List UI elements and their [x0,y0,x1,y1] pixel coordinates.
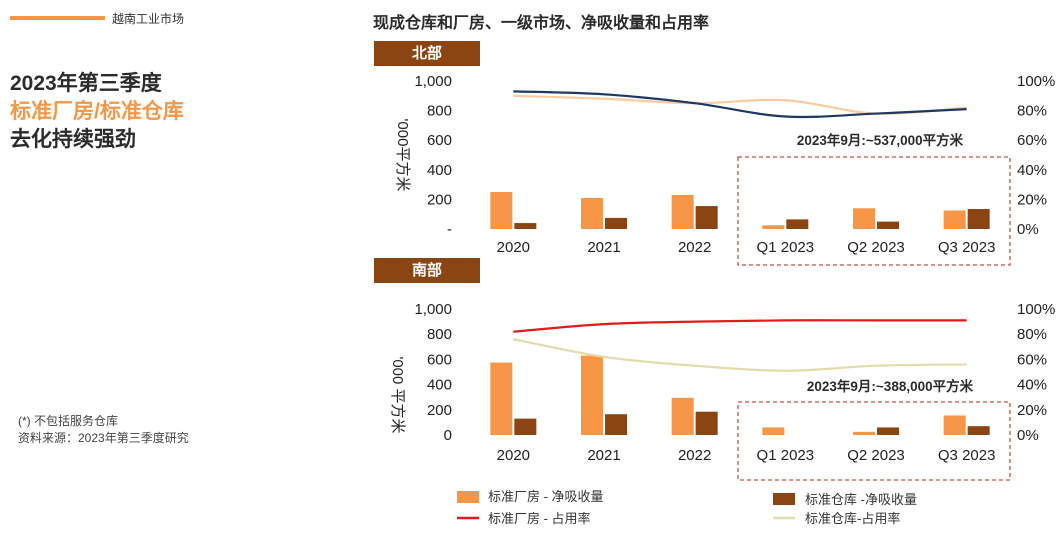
south-y2-tick-0: 0% [1017,427,1039,444]
south-x-tick-3: Q1 2023 [757,447,815,464]
north-y2-tick-3: 60% [1017,132,1047,149]
north-bar-warehouse-2 [695,206,718,229]
south-y2-tick-1: 20% [1017,402,1047,419]
south-annotation: 2023年9月:~388,000平方米 [807,378,974,394]
north-x-tick-1: 2021 [587,239,620,256]
south-bar-factory-5 [943,415,966,435]
north-x-tick-3: Q1 2023 [757,239,815,256]
south-bar-factory-3 [762,427,785,435]
north-y-tick-5: 1,000 [414,73,452,90]
south-x-tick-4: Q2 2023 [847,447,905,464]
north-x-tick-2: 2022 [678,239,711,256]
north-x-tick-5: Q3 2023 [938,239,996,256]
south-bar-warehouse-0 [514,418,537,435]
north-y-tick-1: 200 [427,191,452,208]
chart-title: 现成仓库和厂房、一级市场、净吸收量和占用率 [373,15,710,32]
south-y-tick-4: 800 [427,326,452,343]
north-bar-warehouse-1 [605,217,627,229]
headline: 2023年第三季度 标准厂房/标准仓库 去化持续强劲 [10,70,184,154]
south-y-tick-2: 400 [427,377,452,394]
legend-swatch-warehouse-bar [773,493,795,505]
north-bar-factory-5 [943,210,966,229]
south-bar-warehouse-5 [967,426,990,435]
south-bar-warehouse-2 [695,411,718,435]
north-line-warehouse-occupancy [513,90,967,119]
south-y-tick-1: 200 [427,402,452,419]
south-y2-tick-2: 40% [1017,377,1047,394]
south-highlight-box [737,401,1011,481]
headline-line2: 标准厂房/标准仓库 [10,100,184,123]
south-x-tick-0: 2020 [497,447,530,464]
south-y-tick-0: 0 [444,427,452,444]
footnote: (*) 不包括服务仓库 资料来源：2023年第三季度研究 [18,413,189,447]
south-y2-tick-5: 100% [1017,301,1055,318]
headline-line3: 去化持续强劲 [10,128,136,151]
legend-label-warehouse-line: 标准仓库-占用率 [805,511,900,526]
north-y2-tick-4: 80% [1017,103,1047,120]
north-bar-factory-2 [671,194,694,229]
south-y-tick-5: 1,000 [414,301,452,318]
footnote-line1: (*) 不包括服务仓库 [18,414,118,428]
north-y-tick-4: 800 [427,103,452,120]
north-highlight-box [737,156,1011,266]
south-line-factory-occupancy [513,319,967,333]
south-x-tick-5: Q3 2023 [938,447,996,464]
south-y2-tick-4: 80% [1017,326,1047,343]
south-bar-factory-1 [581,355,603,435]
north-bar-factory-1 [581,197,603,229]
north-x-tick-4: Q2 2023 [847,239,905,256]
north-y2-tick-1: 20% [1017,191,1047,208]
north-bar-warehouse-4 [877,221,899,229]
south-y-tick-3: 600 [427,351,452,368]
legend-label-factory-line: 标准厂房 - 占用率 [488,511,591,526]
south-x-tick-2: 2022 [678,447,711,464]
north-y2-tick-0: 0% [1017,221,1039,238]
south-line-warehouse-occupancy [513,338,967,372]
north-y-axis-label: '000平方米 [394,119,411,192]
north-y-tick-0: - [447,221,452,238]
south-bar-warehouse-1 [605,414,627,435]
brand-accent-bar [10,16,105,20]
region-label-south: 南部 [374,258,480,283]
north-bar-warehouse-0 [514,223,537,229]
north-bar-warehouse-3 [786,219,809,229]
south-bar-factory-0 [490,362,513,435]
south-bar-factory-2 [671,397,694,435]
north-bar-factory-4 [853,208,875,229]
south-x-tick-1: 2021 [587,447,620,464]
footnote-source: 资料来源：2023年第三季度研究 [18,431,189,445]
north-y-tick-2: 400 [427,162,452,179]
legend-swatch-factory-bar [457,491,479,503]
north-annotation: 2023年9月:~537,000平方米 [797,132,964,148]
north-bar-factory-0 [490,192,513,229]
north-bar-warehouse-5 [967,209,990,229]
north-y-tick-3: 600 [427,132,452,149]
north-y2-tick-5: 100% [1017,73,1055,90]
legend-label-warehouse-bar: 标准仓库 -净吸收量 [805,492,917,507]
north-bar-factory-3 [762,225,785,229]
south-y2-tick-3: 60% [1017,351,1047,368]
south-y-axis-label: '000 平方米 [389,356,406,433]
headline-line1: 2023年第三季度 [10,72,162,95]
south-bar-factory-4 [853,431,875,435]
north-x-tick-0: 2020 [497,239,530,256]
region-label-north: 北部 [374,41,480,66]
north-y2-tick-2: 40% [1017,162,1047,179]
legend-label-factory-bar: 标准厂房 - 净吸收量 [488,489,604,504]
south-bar-warehouse-4 [877,427,899,435]
brand-label: 越南工业市场 [112,12,185,26]
